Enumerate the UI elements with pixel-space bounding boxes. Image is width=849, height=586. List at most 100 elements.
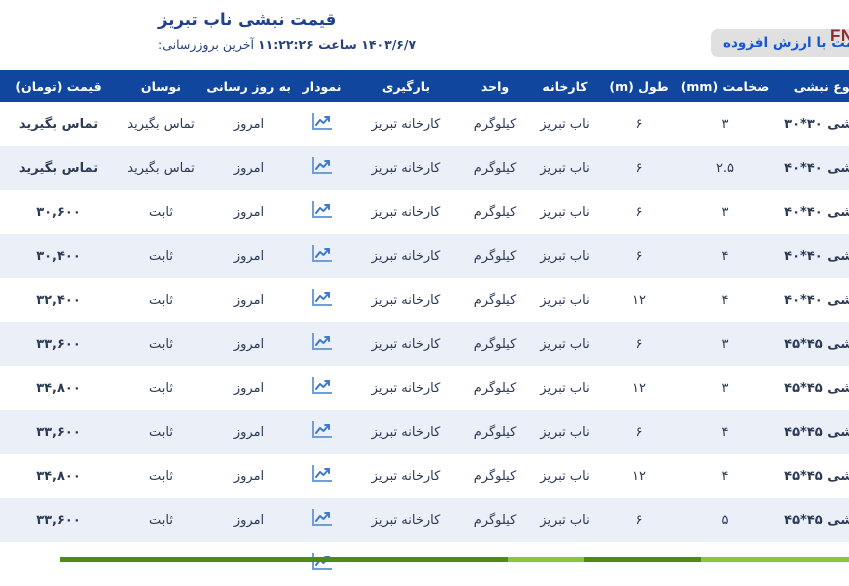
- row-price: ۳۲,۴۰۰: [0, 278, 57, 322]
- column-header-change[interactable]: نوسان: [57, 70, 145, 102]
- row-loading: کارخانه تبریز: [291, 498, 401, 542]
- row-chart[interactable]: [233, 410, 291, 454]
- column-header-chart[interactable]: نمودار: [233, 70, 291, 102]
- column-header-update[interactable]: به روز رسانی: [145, 70, 233, 102]
- row-index: ۶: [815, 322, 849, 366]
- last-update-line: ۱۴۰۳/۶/۷ ساعت ۱۱:۲۲:۲۶ آخرین بروزرسانی:: [98, 37, 754, 53]
- row-thickness: [617, 542, 713, 586]
- chart-icon[interactable]: [251, 420, 273, 440]
- row-chart[interactable]: [233, 498, 291, 542]
- row-index: ۵: [815, 278, 849, 322]
- row-chart[interactable]: [233, 146, 291, 190]
- bottom-bar-segment: [641, 557, 849, 562]
- row-length: ۶: [541, 190, 617, 234]
- chart-icon[interactable]: [251, 376, 273, 396]
- row-type: [713, 542, 815, 586]
- column-header-type[interactable]: نوع نبشی: [713, 70, 815, 102]
- chart-icon[interactable]: [251, 464, 273, 484]
- row-thickness: ۳: [617, 366, 713, 410]
- column-header-price[interactable]: قیمت (تومان): [0, 70, 57, 102]
- row-index: ۸: [815, 410, 849, 454]
- column-header-index[interactable]: ردیف: [815, 70, 849, 102]
- row-length: ۱۲: [541, 454, 617, 498]
- chart-icon[interactable]: [251, 332, 273, 352]
- row-factory: [469, 542, 541, 586]
- row-update: امروز: [145, 498, 233, 542]
- row-change: ثابت: [57, 410, 145, 454]
- chart-icon[interactable]: [251, 508, 273, 528]
- chart-icon[interactable]: [251, 288, 273, 308]
- chart-icon[interactable]: [251, 156, 273, 176]
- row-thickness: ۴: [617, 410, 713, 454]
- column-header-unit[interactable]: واحد: [401, 70, 469, 102]
- row-change: ثابت: [57, 278, 145, 322]
- row-type: نبشی ۳۰*۳۰: [713, 102, 815, 146]
- row-chart[interactable]: [233, 366, 291, 410]
- column-header-length[interactable]: طول (m): [541, 70, 617, 102]
- row-chart[interactable]: [233, 102, 291, 146]
- page-title: قیمت نبشی ناب تبریز: [98, 10, 754, 31]
- row-price: ۳۳,۶۰۰: [0, 322, 57, 366]
- row-type: نبشی ۴۰*۴۰: [713, 146, 815, 190]
- row-update: [145, 542, 233, 586]
- row-chart[interactable]: [233, 454, 291, 498]
- row-loading: کارخانه تبریز: [291, 190, 401, 234]
- row-unit: کیلوگرم: [401, 146, 469, 190]
- row-factory: ناب تبریز: [469, 234, 541, 278]
- row-type: نبشی ۴۵*۴۵: [713, 322, 815, 366]
- row-update: امروز: [145, 190, 233, 234]
- row-price: ۳۴,۸۰۰: [0, 366, 57, 410]
- table-row: ۱۰ نبشی ۴۵*۴۵ ۵ ۶ ناب تبریز کیلوگرم کارخانه تب…: [0, 498, 849, 542]
- table-row: ۹ نبشی ۴۵*۴۵ ۴ ۱۲ ناب تبریز کیلوگرم کارخانه تب…: [0, 454, 849, 498]
- row-loading: [291, 542, 401, 586]
- row-change: تماس بگیرید: [57, 102, 145, 146]
- row-price: ۳۰,۶۰۰: [0, 190, 57, 234]
- row-change: ثابت: [57, 454, 145, 498]
- row-update: امروز: [145, 102, 233, 146]
- row-change: ثابت: [57, 498, 145, 542]
- row-index: ۳: [815, 190, 849, 234]
- row-chart[interactable]: [233, 234, 291, 278]
- row-length: ۶: [541, 322, 617, 366]
- bottom-bar-segment: [0, 557, 448, 562]
- row-chart[interactable]: [233, 322, 291, 366]
- bottom-bar-segment: [524, 557, 641, 562]
- column-header-thick[interactable]: ضخامت (mm): [617, 70, 713, 102]
- row-update: امروز: [145, 366, 233, 410]
- row-chart[interactable]: [233, 190, 291, 234]
- row-thickness: ۳: [617, 322, 713, 366]
- row-thickness: ۴: [617, 454, 713, 498]
- row-index: ۹: [815, 454, 849, 498]
- table-body: ۱ نبشی ۳۰*۳۰ ۳ ۶ ناب تبریز کیلوگرم کارخانه تبر…: [0, 102, 849, 586]
- brand-logo[interactable]: FNT STEEL CO.: [770, 18, 840, 52]
- row-change: تماس بگیرید: [57, 146, 145, 190]
- row-chart[interactable]: [233, 542, 291, 586]
- chart-icon[interactable]: [251, 112, 273, 132]
- row-update: امروز: [145, 234, 233, 278]
- table-row: ۳ نبشی ۴۰*۴۰ ۳ ۶ ناب تبریز کیلوگرم کارخانه تبر…: [0, 190, 849, 234]
- chart-icon[interactable]: [251, 552, 273, 572]
- table-row: ۴ نبشی ۴۰*۴۰ ۴ ۶ ناب تبریز کیلوگرم کارخانه تبر…: [0, 234, 849, 278]
- row-index: ۱: [815, 102, 849, 146]
- row-loading: کارخانه تبریز: [291, 366, 401, 410]
- row-update: امروز: [145, 278, 233, 322]
- chart-icon[interactable]: [251, 200, 273, 220]
- row-index: [815, 542, 849, 586]
- column-header-load[interactable]: بارگیری: [291, 70, 401, 102]
- row-type: نبشی ۴۰*۴۰: [713, 278, 815, 322]
- row-factory: ناب تبریز: [469, 454, 541, 498]
- column-header-factory[interactable]: کارخانه: [469, 70, 541, 102]
- row-factory: ناب تبریز: [469, 322, 541, 366]
- row-chart[interactable]: [233, 278, 291, 322]
- row-unit: کیلوگرم: [401, 366, 469, 410]
- row-update: امروز: [145, 454, 233, 498]
- row-change: ثابت: [57, 322, 145, 366]
- chart-icon[interactable]: [251, 244, 273, 264]
- title-block: قیمت نبشی ناب تبریز ۱۴۰۳/۶/۷ ساعت ۱۱:۲۲:…: [98, 10, 754, 52]
- row-price: [0, 542, 57, 586]
- row-type: نبشی ۴۵*۴۵: [713, 366, 815, 410]
- row-type: نبشی ۴۵*۴۵: [713, 454, 815, 498]
- row-length: ۱۲: [541, 366, 617, 410]
- row-length: ۶: [541, 146, 617, 190]
- row-type: نبشی ۴۵*۴۵: [713, 498, 815, 542]
